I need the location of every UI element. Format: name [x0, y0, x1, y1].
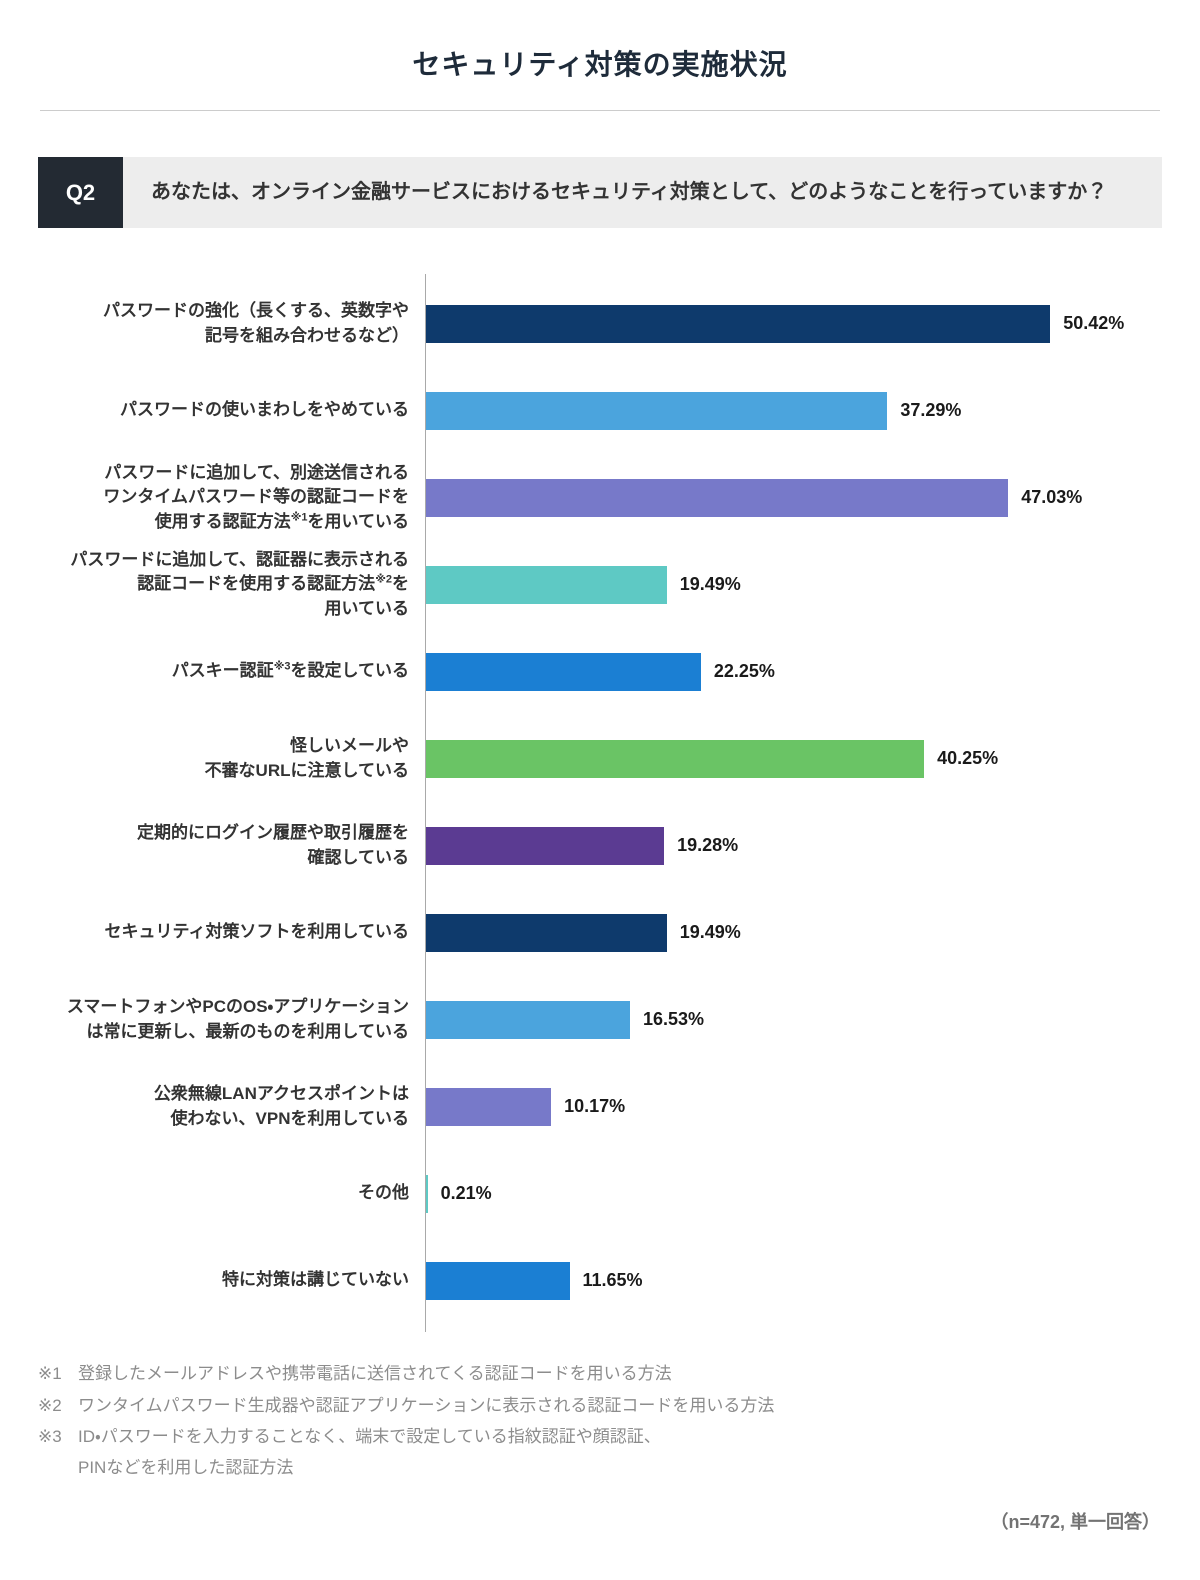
- chart-row: パスワードの強化（長くする、英数字や 記号を組み合わせるなど） 50.42%: [38, 280, 1162, 367]
- bar: [425, 1261, 570, 1300]
- bar: [425, 826, 665, 865]
- footnote-marker: ※1: [38, 1364, 62, 1384]
- footnote-text: 登録したメールアドレスや携帯電話に送信されてくる認証コードを用いる方法: [78, 1364, 672, 1384]
- bar-area: 11.65%: [425, 1261, 1162, 1300]
- bar-value: 22.25%: [713, 661, 775, 682]
- bar-value: 40.25%: [937, 748, 999, 769]
- bar-value: 50.42%: [1063, 313, 1125, 334]
- bar-value: 47.03%: [1021, 487, 1083, 508]
- chart-row: パスキー認証※3を設定している 22.25%: [38, 628, 1162, 715]
- bar: [425, 652, 701, 691]
- bar-area: 37.29%: [425, 391, 1162, 430]
- bar: [425, 478, 1009, 517]
- bar-area: 16.53%: [425, 1000, 1162, 1039]
- bar-chart: パスワードの強化（長くする、英数字や 記号を組み合わせるなど） 50.42% パス…: [38, 274, 1162, 1333]
- footnote-text: ワンタイムパスワード生成器や認証アプリケーションに表示される認証コードを用いる方…: [78, 1395, 775, 1415]
- bar: [425, 739, 925, 778]
- footnote-marker: ※2: [38, 1395, 62, 1415]
- footnote: ※2 ワンタイムパスワード生成器や認証アプリケーションに表示される認証コードを用…: [38, 1390, 1162, 1421]
- chart-row: 公衆無線LANアクセスポイントは 使わない、VPNを利用している 10.17%: [38, 1063, 1162, 1150]
- bar-area: 40.25%: [425, 739, 1162, 778]
- bar: [425, 565, 667, 604]
- bar: [425, 304, 1051, 343]
- category-label: 定期的にログイン履歴や取引履歴を 確認している: [137, 823, 409, 867]
- chart-row: パスワードに追加して、別途送信される ワンタイムパスワード等の認証コードを 使用する…: [38, 454, 1162, 541]
- title-divider: [40, 110, 1160, 112]
- bar-area: 19.28%: [425, 826, 1162, 865]
- category-label: パスキー認証※3を設定している: [171, 660, 409, 681]
- bar-value: 10.17%: [564, 1096, 626, 1117]
- bar-value: 19.49%: [679, 922, 741, 943]
- category-label: その他: [358, 1183, 409, 1203]
- bar-area: 10.17%: [425, 1087, 1162, 1126]
- question-text: あなたは、オンライン金融サービスにおけるセキュリティ対策として、どのようなことを…: [123, 157, 1162, 229]
- bar-area: 22.25%: [425, 652, 1162, 691]
- footnotes: ※1 登録したメールアドレスや携帯電話に送信されてくる認証コードを用いる方法 ※…: [38, 1358, 1162, 1484]
- category-label: パスワードの強化（長くする、英数字や 記号を組み合わせるなど）: [103, 301, 409, 345]
- bar-value: 19.49%: [679, 574, 741, 595]
- category-label: 公衆無線LANアクセスポイントは 使わない、VPNを利用している: [153, 1084, 409, 1128]
- footnote: ※3 ID・パスワードを入力することなく、端末で設定している指紋認証や顔認証、 P…: [38, 1421, 1162, 1484]
- category-label: スマートフォンやPCのOS・アプリケーション は常に更新し、最新のものを利用してい…: [66, 997, 409, 1041]
- y-axis-line: [425, 274, 426, 1333]
- chart-row: パスワードに追加して、認証器に表示される 認証コードを使用する認証方法※2を 用いて…: [38, 541, 1162, 628]
- bar-value: 37.29%: [900, 400, 962, 421]
- bar-value: 11.65%: [582, 1270, 643, 1291]
- bar-area: 0.21%: [425, 1174, 1162, 1213]
- category-label: パスワードの使いまわしをやめている: [120, 400, 409, 420]
- bar-value: 0.21%: [440, 1183, 492, 1204]
- chart-rows: パスワードの強化（長くする、英数字や 記号を組み合わせるなど） 50.42% パス…: [38, 280, 1162, 1324]
- footnote: ※1 登録したメールアドレスや携帯電話に送信されてくる認証コードを用いる方法: [38, 1358, 1162, 1389]
- category-label: セキュリティ対策ソフトを利用している: [104, 922, 409, 942]
- category-label: 特に対策は講じていない: [222, 1270, 409, 1290]
- bar-area: 50.42%: [425, 304, 1162, 343]
- footnote-text: ID・パスワードを入力することなく、端末で設定している指紋認証や顔認証、 PINな…: [78, 1427, 661, 1478]
- chart-row: 怪しいメールや 不審なURLに注意している 40.25%: [38, 715, 1162, 802]
- chart-row: セキュリティ対策ソフトを利用している 19.49%: [38, 889, 1162, 976]
- sample-note: （n=472, 単一回答）: [990, 1512, 1160, 1532]
- question-tag: Q2: [38, 157, 123, 229]
- category-label: パスワードに追加して、認証器に表示される 認証コードを使用する認証方法※2を 用いて…: [70, 549, 409, 618]
- chart-row: 定期的にログイン履歴や取引履歴を 確認している 19.28%: [38, 802, 1162, 889]
- question-block: Q2 あなたは、オンライン金融サービスにおけるセキュリティ対策として、どのような…: [38, 157, 1162, 229]
- chart-row: スマートフォンやPCのOS・アプリケーション は常に更新し、最新のものを利用してい…: [38, 976, 1162, 1063]
- page-title: セキュリティ対策の実施状況: [412, 48, 788, 80]
- bar-area: 19.49%: [425, 565, 1162, 604]
- chart-row: 特に対策は講じていない 11.65%: [38, 1237, 1162, 1324]
- bar-area: 19.49%: [425, 913, 1162, 952]
- category-label: パスワードに追加して、別途送信される ワンタイムパスワード等の認証コードを 使用する…: [103, 462, 409, 531]
- bar: [425, 391, 888, 430]
- bar-value: 19.28%: [677, 835, 739, 856]
- bar-area: 47.03%: [425, 478, 1162, 517]
- bar: [425, 1174, 428, 1213]
- chart-row: パスワードの使いまわしをやめている 37.29%: [38, 367, 1162, 454]
- footnote-marker: ※3: [38, 1427, 62, 1447]
- bar-value: 16.53%: [643, 1009, 705, 1030]
- chart-row: その他 0.21%: [38, 1150, 1162, 1237]
- bar: [425, 1000, 630, 1039]
- bar: [425, 1087, 552, 1126]
- bar: [425, 913, 667, 952]
- category-label: 怪しいメールや 不審なURLに注意している: [204, 736, 409, 780]
